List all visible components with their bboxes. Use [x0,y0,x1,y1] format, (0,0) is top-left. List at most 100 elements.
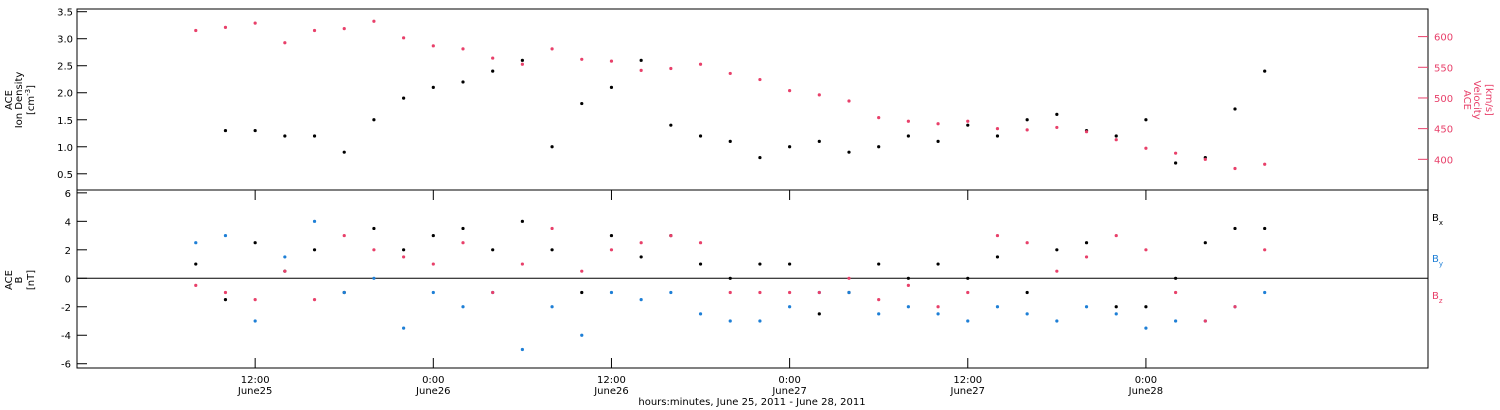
x-axis-title: hours:minutes, June 25, 2011 - June 28, … [638,397,865,408]
bx-point [372,226,376,231]
by-point [580,333,584,337]
bz-point [491,290,495,295]
density-point [1233,107,1237,111]
bz-point [1084,255,1089,259]
velocity-axis-ticks: 400 450 500 550 600 [1418,33,1453,166]
bx-point [431,233,435,238]
velocity-point [639,68,643,72]
b-tick-label: 2 [65,246,71,257]
density-point [639,58,643,62]
by-point [1055,319,1059,323]
density-point [461,80,465,84]
velocity-point [1055,125,1059,130]
bz-point [283,269,287,273]
bx-point [1055,248,1059,252]
velocity-point [817,93,821,97]
bx-point [312,248,317,252]
density-tick-label: 0.5 [57,170,73,181]
velocity-tick-label: 600 [1434,33,1453,44]
velocity-point [1174,151,1178,155]
density-point [431,85,435,89]
density-point [1055,112,1059,116]
bz-point [223,290,228,295]
density-point [1144,118,1148,122]
by-point [966,319,970,323]
velocity-point [877,116,881,120]
density-point [936,139,940,143]
by-point [1174,319,1178,323]
velocity-point [1144,146,1148,150]
density-point [1263,69,1267,73]
density-point [995,134,1000,138]
bz-point [402,255,406,259]
by-point [698,312,703,316]
velocity-point [698,62,703,66]
velocity-point [461,47,465,51]
bottom-panel-series [194,219,1267,352]
by-point [936,312,940,316]
date-tick-label: June28 [1128,386,1164,397]
b-tick-label: 4 [65,217,71,228]
bx-point [698,262,703,266]
velocity-point [728,71,732,76]
legend-by: By [1432,254,1443,268]
bx-point [966,276,970,280]
velocity-point [1084,130,1089,134]
by-point [758,319,762,323]
density-tick-label: 1.0 [57,143,73,154]
velocity-point [372,19,376,23]
bx-point [550,248,554,252]
density-point [253,128,257,133]
b-axis-unit: [nT] [26,270,37,290]
density-point [520,58,524,62]
velocity-point [550,47,554,51]
density-point [698,134,703,138]
velocity-point [1203,157,1207,161]
bz-point [966,290,970,295]
velocity-point [223,25,228,30]
density-point [669,123,673,127]
bx-point [758,262,762,266]
density-point [906,134,910,138]
time-tick-label: 12:00 [953,375,982,386]
bottom-panel: -6 -4 -2 0 2 4 6 ACE B [nT] Bx By Bz [4,189,1443,371]
density-tick-label: 3.5 [57,8,73,19]
density-point [223,128,228,133]
density-unit-base: [cm [26,96,37,115]
legend-bx: Bx [1432,213,1443,227]
by-point [669,290,673,295]
by-point [639,298,643,302]
velocity-point [788,89,792,93]
bz-point [580,269,584,273]
velocity-point [1114,138,1118,142]
bz-point [1144,248,1148,252]
by-point [1025,312,1029,316]
velocity-tick-label: 400 [1434,155,1453,166]
density-point [342,150,346,154]
bz-point [639,241,643,245]
by-point [402,326,406,330]
bx-point [1174,276,1178,280]
bz-point [847,276,851,280]
b-tick-label: -4 [61,331,71,342]
density-tick-label: 2.5 [57,62,73,73]
bz-point [995,233,1000,238]
by-point [847,290,851,295]
top-panel-series [194,19,1267,171]
velocity-axis-label-line3: [km/s] [1483,84,1494,116]
bz-point [906,283,910,288]
velocity-tick-label: 550 [1434,63,1453,74]
time-tick-label: 0:00 [1135,375,1157,386]
by-point [283,255,287,259]
bz-point [788,290,792,295]
bx-point [817,312,821,316]
b-axis-label-line1: ACE [4,270,15,290]
bx-point [491,248,495,252]
velocity-point [520,62,524,66]
time-tick-label: 0:00 [778,375,800,386]
bx-point [936,262,940,266]
bx-point [520,219,524,223]
by-point [995,305,1000,309]
bz-point [1263,248,1267,252]
bz-point [253,298,257,302]
